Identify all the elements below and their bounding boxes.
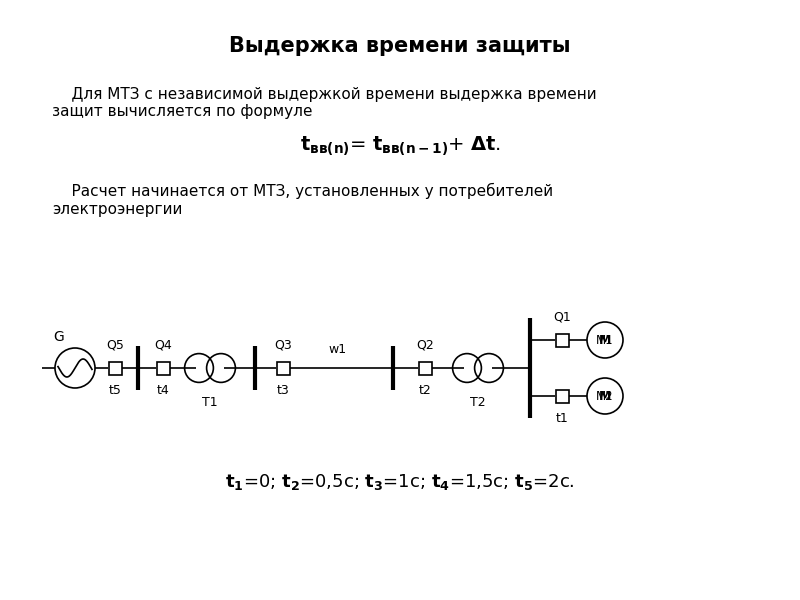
Text: M1: M1 bbox=[596, 334, 614, 346]
Text: $\mathbf{t_1}$=0; $\mathbf{t_2}$=0,5с; $\mathbf{t_3}$=1с; $\mathbf{t_4}$=1,5с; $: $\mathbf{t_1}$=0; $\mathbf{t_2}$=0,5с; $… bbox=[225, 472, 575, 492]
Bar bbox=[555, 389, 569, 403]
Text: t4: t4 bbox=[157, 384, 170, 397]
Text: Q4: Q4 bbox=[154, 339, 172, 352]
Text: Для МТЗ с независимой выдержкой времени выдержка времени
защит вычисляется по фо: Для МТЗ с независимой выдержкой времени … bbox=[52, 87, 597, 119]
Bar bbox=[109, 361, 122, 374]
Text: Q5: Q5 bbox=[106, 339, 124, 352]
Text: M: M bbox=[599, 389, 611, 403]
Text: T1: T1 bbox=[202, 396, 218, 409]
Text: T2: T2 bbox=[470, 396, 486, 409]
Bar bbox=[418, 361, 431, 374]
Text: Выдержка времени защиты: Выдержка времени защиты bbox=[229, 36, 571, 56]
Bar bbox=[555, 334, 569, 346]
Bar bbox=[277, 361, 290, 374]
Bar bbox=[157, 361, 170, 374]
Text: w1: w1 bbox=[329, 343, 347, 356]
Text: G: G bbox=[54, 330, 64, 344]
Text: t1: t1 bbox=[556, 412, 568, 425]
Text: Расчет начинается от МТЗ, установленных у потребителей
электроэнергии: Расчет начинается от МТЗ, установленных … bbox=[52, 183, 553, 217]
Text: Q2: Q2 bbox=[416, 339, 434, 352]
Text: t2: t2 bbox=[418, 384, 431, 397]
Text: Q3: Q3 bbox=[274, 339, 292, 352]
Text: Q1: Q1 bbox=[553, 311, 571, 324]
Text: t3: t3 bbox=[277, 384, 290, 397]
Text: $\mathbf{t}_{\mathbf{вв(n)}}$= $\mathbf{t}_{\mathbf{вв(n-1)}}$+ $\mathbf{\Delta : $\mathbf{t}_{\mathbf{вв(n)}}$= $\mathbf{… bbox=[299, 135, 501, 158]
Text: M2: M2 bbox=[596, 389, 614, 403]
Text: t5: t5 bbox=[109, 384, 122, 397]
Text: M: M bbox=[599, 334, 611, 346]
